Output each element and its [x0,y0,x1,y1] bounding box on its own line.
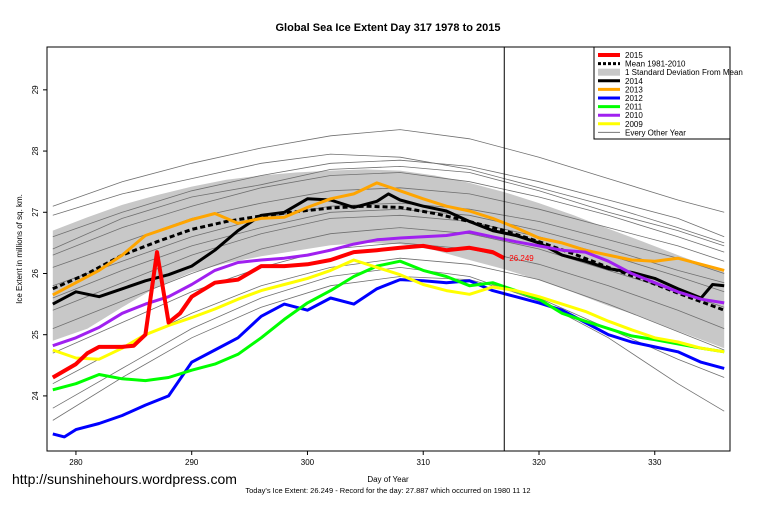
x-tick-label: 320 [532,458,546,467]
legend-swatch [598,68,620,76]
chart-caption: Today's Ice Extent: 26.249 - Record for … [245,486,530,495]
other-year-12-line [52,129,725,213]
other-year-7-line [52,227,725,329]
x-tick-label: 310 [417,458,431,467]
x-tick-label: 330 [648,458,662,467]
legend-label: 2015 [625,51,643,60]
y-axis-title: Ice Extent in millions of sq. km. [15,194,24,304]
y-axis: 24 25 26 27 28 29 [31,85,47,400]
y-tick-label: 26 [31,268,40,277]
series-2015-line [51,243,506,380]
legend-label: 2014 [625,77,643,86]
legend-label: 2010 [625,111,643,120]
y-tick-label: 28 [31,146,40,155]
y-tick-label: 25 [31,330,40,339]
series-2012-line [52,278,725,439]
series-2013-line [52,181,725,297]
legend-label: 2012 [625,94,643,103]
series-layer [51,181,725,439]
other-year-14-line [52,208,725,299]
legend-label: 2009 [625,120,643,129]
series-2011-line [52,259,725,392]
plot-frame [46,46,731,452]
other-year-5-line [52,202,725,287]
x-axis: 280 290 300 310 320 330 [69,451,662,467]
website-credit: http://sunshinehours.wordpress.com [12,471,237,487]
marker-layer: 26.249 [503,47,534,451]
mean-layer [52,204,725,312]
chart-title: Global Sea Ice Extent Day 317 1978 to 20… [275,22,500,34]
legend-label: Mean 1981-2010 [625,60,686,69]
other-year-6-line [52,214,725,311]
other-year-8-line [52,242,725,354]
other-year-2-line [52,159,725,238]
y-tick-label: 24 [31,391,40,400]
legend-label: 2013 [625,85,643,94]
legend-label: Every Other Year [625,128,686,137]
x-axis-title: Day of Year [367,475,409,484]
x-tick-label: 280 [69,458,83,467]
x-tick-label: 300 [301,458,315,467]
end-value-label: 26.249 [509,254,534,263]
plot-area: 26.249 [51,47,725,451]
other-year-11-line [52,266,725,412]
other-year-1-line [52,153,725,244]
x-tick-label: 290 [185,458,199,467]
other-year-3-line [52,172,725,256]
legend-label: 1 Standard Deviation From Mean [625,68,743,77]
mean-line [52,204,725,312]
other-year-13-line [52,165,725,250]
other-year-10-line [52,276,725,421]
other-years-layer [52,129,725,421]
series-2009-line [52,258,725,361]
legend-label: 2011 [625,103,643,112]
y-tick-label: 29 [31,85,40,94]
y-tick-label: 27 [31,207,40,216]
